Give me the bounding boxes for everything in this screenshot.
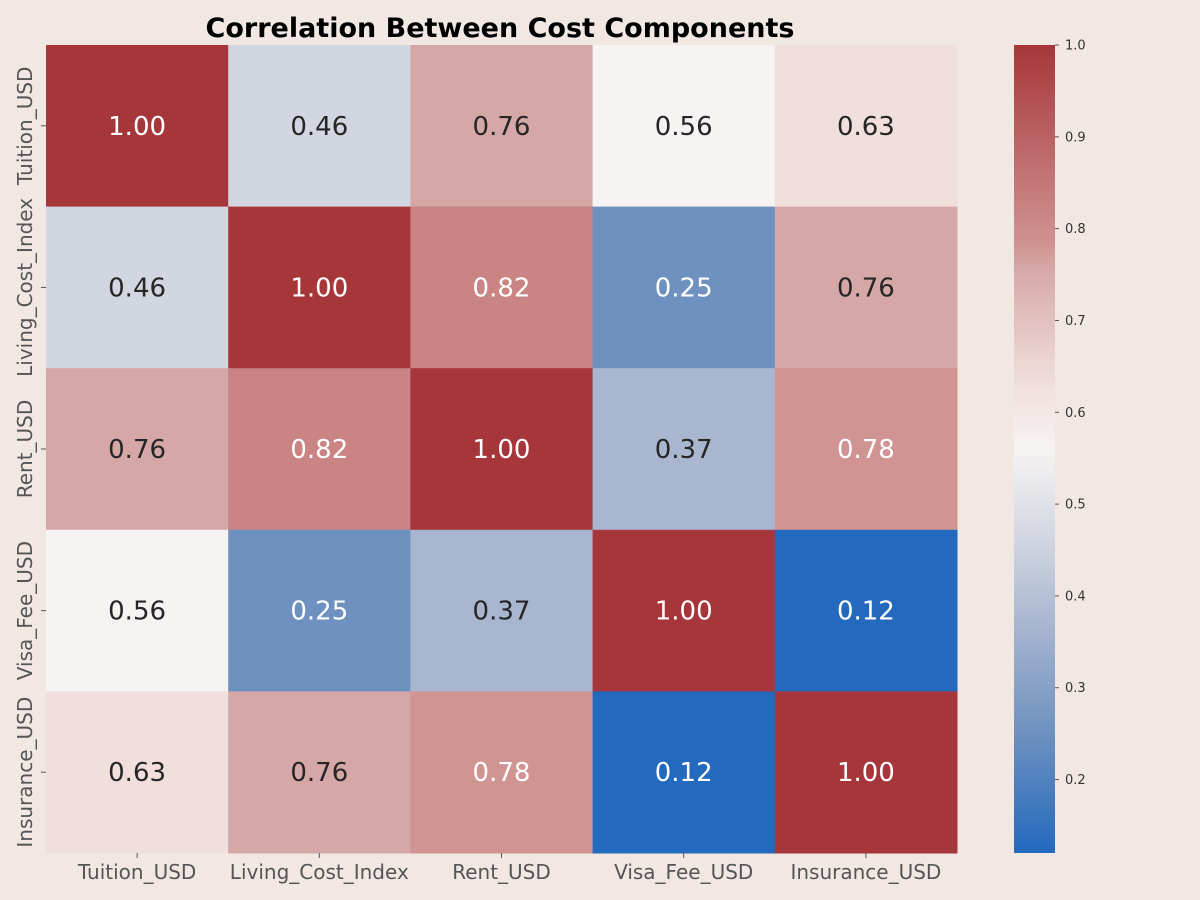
colorbar-ticks: 0.2 0.3 0.4 0.5 0.6 0.7 0.8 0.9 1.0 bbox=[1055, 39, 1086, 788]
heatmap-cell bbox=[774, 206, 958, 369]
cell-value-label: 1.00 bbox=[655, 597, 713, 627]
heatmap-cell bbox=[228, 368, 411, 531]
heatmap-cell bbox=[46, 45, 229, 208]
cell-value-label: 0.12 bbox=[837, 597, 895, 627]
colorbar-tick-label: 0.6 bbox=[1065, 406, 1086, 421]
heatmap-cell bbox=[592, 529, 776, 692]
cell-value-label: 0.76 bbox=[108, 435, 166, 465]
chart-title: Correlation Between Cost Components bbox=[206, 13, 795, 44]
cell-value-label: 0.56 bbox=[108, 597, 166, 627]
colorbar-tick-label: 0.4 bbox=[1065, 589, 1086, 604]
cell-value-label: 0.37 bbox=[473, 597, 531, 627]
colorbar-tick-label: 1.0 bbox=[1065, 39, 1086, 54]
heatmap-cell bbox=[228, 529, 411, 692]
colorbar-tick-label: 0.8 bbox=[1065, 222, 1086, 237]
heatmap-cell bbox=[410, 45, 594, 208]
cell-value-label: 0.25 bbox=[290, 597, 348, 627]
cell-value-label: 1.00 bbox=[473, 435, 531, 465]
y-tick-label: Living_Cost_Index bbox=[13, 198, 37, 377]
x-tick-label: Living_Cost_Index bbox=[230, 860, 409, 884]
heatmap-cell bbox=[592, 691, 776, 854]
heatmap-cells bbox=[46, 45, 958, 854]
cell-value-label: 0.46 bbox=[290, 112, 348, 142]
cell-value-label: 0.82 bbox=[473, 273, 531, 303]
cell-value-label: 1.00 bbox=[108, 112, 166, 142]
x-tick-label: Tuition_USD bbox=[77, 860, 196, 884]
heatmap-cell bbox=[592, 368, 776, 531]
cell-value-label: 0.56 bbox=[655, 112, 713, 142]
heatmap-cell bbox=[46, 529, 229, 692]
heatmap-cell bbox=[46, 368, 229, 531]
cell-value-label: 0.76 bbox=[290, 758, 348, 788]
heatmap-cell bbox=[774, 691, 958, 854]
heatmap-cell bbox=[774, 529, 958, 692]
heatmap-cell bbox=[592, 45, 776, 208]
cell-value-label: 0.25 bbox=[655, 273, 713, 303]
cell-value-label: 0.76 bbox=[473, 112, 531, 142]
heatmap-cell bbox=[410, 529, 594, 692]
colorbar: 0.2 0.3 0.4 0.5 0.6 0.7 0.8 0.9 1.0 bbox=[1014, 39, 1086, 853]
colorbar-tick-label: 0.3 bbox=[1065, 681, 1086, 696]
y-axis-ticks: Tuition_USD Living_Cost_Index Rent_USD Visa… bbox=[13, 67, 46, 848]
cell-value-label: 0.12 bbox=[655, 758, 713, 788]
y-tick-label: Tuition_USD bbox=[13, 67, 37, 186]
cell-value-label: 0.82 bbox=[290, 435, 348, 465]
cell-value-label: 1.00 bbox=[290, 273, 348, 303]
cell-value-label: 0.76 bbox=[837, 273, 895, 303]
heatmap-cell bbox=[410, 368, 594, 531]
y-tick-label: Insurance_USD bbox=[13, 697, 37, 848]
y-tick-label: Rent_USD bbox=[13, 400, 37, 499]
heatmap-cell bbox=[774, 368, 958, 531]
heatmap-cell bbox=[410, 691, 594, 854]
colorbar-tick-label: 0.7 bbox=[1065, 314, 1086, 329]
x-tick-label: Insurance_USD bbox=[790, 860, 941, 884]
heatmap-annotations: 1.00 0.46 0.76 0.56 0.63 0.46 1.00 0.82 0.25 0.76… bbox=[108, 112, 895, 788]
colorbar-tick-label: 0.9 bbox=[1065, 130, 1086, 145]
x-axis-ticks: Tuition_USD Living_Cost_Index Rent_USD Visa… bbox=[77, 853, 941, 884]
cell-value-label: 0.37 bbox=[655, 435, 713, 465]
cell-value-label: 0.78 bbox=[473, 758, 531, 788]
cell-value-label: 0.63 bbox=[837, 112, 895, 142]
heatmap-cell bbox=[46, 691, 229, 854]
heatmap-cell bbox=[774, 45, 958, 208]
heatmap-cell bbox=[228, 691, 411, 854]
x-tick-label: Visa_Fee_USD bbox=[614, 860, 753, 884]
heatmap-cell bbox=[410, 206, 594, 369]
cell-value-label: 1.00 bbox=[837, 758, 895, 788]
cell-value-label: 0.46 bbox=[108, 273, 166, 303]
heatmap-cell bbox=[228, 206, 411, 369]
heatmap-cell bbox=[592, 206, 776, 369]
heatmap-cell bbox=[46, 206, 229, 369]
colorbar-gradient bbox=[1014, 45, 1055, 853]
colorbar-tick-label: 0.5 bbox=[1065, 498, 1086, 513]
heatmap-cell bbox=[228, 45, 411, 208]
colorbar-tick-label: 0.2 bbox=[1065, 773, 1086, 788]
y-tick-label: Visa_Fee_USD bbox=[13, 541, 37, 680]
cell-value-label: 0.78 bbox=[837, 435, 895, 465]
x-tick-label: Rent_USD bbox=[452, 860, 551, 884]
cell-value-label: 0.63 bbox=[108, 758, 166, 788]
